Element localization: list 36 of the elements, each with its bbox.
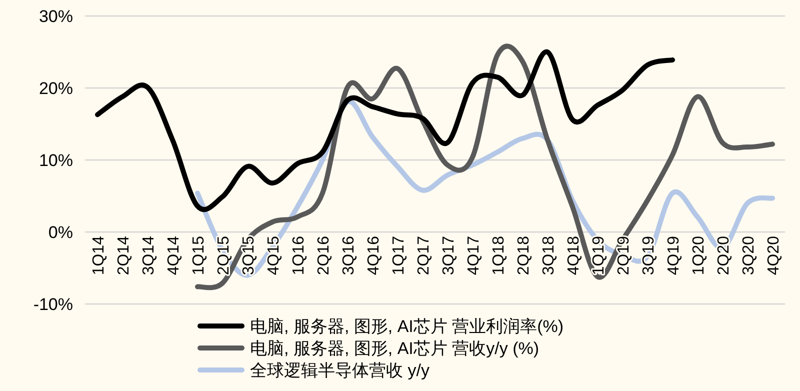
x-tick-label: 4Q14 bbox=[166, 236, 182, 276]
x-tick-label: 3Q18 bbox=[540, 236, 558, 276]
x-tick-label: 2Q17 bbox=[416, 236, 432, 276]
x-tick-label: 1Q17 bbox=[390, 236, 408, 276]
x-tick-label: 4Q16 bbox=[366, 236, 382, 276]
x-tick-label: 3Q16 bbox=[340, 236, 358, 276]
y-tick-label: 20% bbox=[38, 79, 73, 98]
x-tick-label: 3Q20 bbox=[740, 236, 758, 276]
x-tick-label: 1Q20 bbox=[690, 236, 708, 276]
legend-label: 电脑, 服务器, 图形, AI芯片 营业利润率(%) bbox=[250, 317, 564, 336]
x-tick-label: 1Q14 bbox=[90, 236, 108, 276]
x-tick-label: 4Q15 bbox=[266, 236, 282, 276]
x-tick-label: 1Q19 bbox=[590, 236, 608, 276]
y-tick-label: 0% bbox=[48, 223, 73, 242]
legend-label: 电脑, 服务器, 图形, AI芯片 营收y/y (%) bbox=[250, 339, 540, 358]
y-tick-label: 10% bbox=[38, 151, 73, 170]
x-tick-label: 4Q17 bbox=[466, 236, 482, 276]
x-tick-label: 2Q15 bbox=[216, 236, 232, 276]
y-tick-label: 30% bbox=[38, 7, 73, 26]
x-tick-label: 1Q15 bbox=[190, 236, 208, 276]
x-tick-label: 3Q19 bbox=[640, 236, 658, 276]
x-tick-label: 1Q16 bbox=[290, 236, 308, 276]
x-tick-label: 3Q17 bbox=[440, 236, 458, 276]
x-tick-label: 4Q18 bbox=[566, 236, 582, 276]
x-tick-label: 2Q20 bbox=[716, 236, 732, 276]
x-tick-label: 3Q14 bbox=[140, 236, 158, 276]
x-tick-label: 1Q18 bbox=[490, 236, 508, 276]
x-tick-label: 2Q16 bbox=[316, 236, 332, 276]
x-tick-label: 3Q15 bbox=[240, 236, 258, 276]
x-tick-label: 2Q14 bbox=[116, 236, 132, 276]
x-tick-label: 4Q19 bbox=[666, 236, 682, 276]
legend-label: 全球逻辑半导体营收 y/y bbox=[250, 361, 430, 380]
y-tick-label: -10% bbox=[33, 295, 73, 314]
x-tick-label: 2Q19 bbox=[616, 236, 632, 276]
x-tick-label: 2Q18 bbox=[516, 236, 532, 276]
x-tick-label: 4Q20 bbox=[766, 236, 782, 276]
